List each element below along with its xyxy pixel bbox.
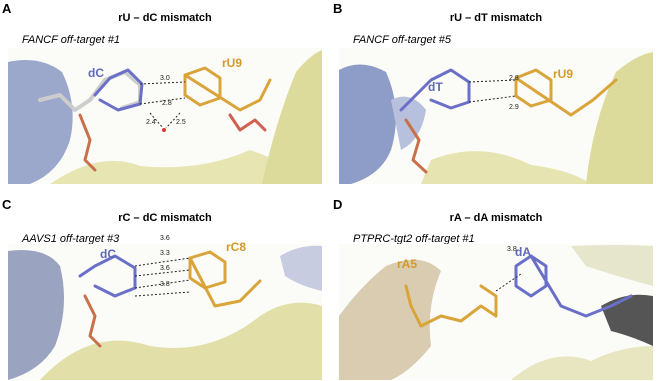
residue-label: dC: [100, 247, 116, 261]
panel-subtitle: FANCF off-target #1: [22, 34, 120, 46]
distance-label: 3.3: [160, 250, 170, 257]
residue-label: rU9: [553, 67, 573, 81]
residue-label: rU9: [222, 56, 242, 70]
panel-title: rA – dA mismatch: [450, 212, 543, 224]
panel-letter: B: [333, 1, 342, 16]
structure-image: [8, 244, 322, 380]
residue-label: dC: [88, 66, 104, 80]
distance-label: 2.5: [176, 119, 186, 126]
panel-subtitle: AAVS1 off-target #3: [21, 233, 120, 245]
residue-label: rC8: [226, 240, 246, 254]
distance-label: 2.4: [146, 119, 156, 126]
structure-image: [339, 48, 653, 184]
panel-subtitle: PTPRC-tgt2 off-target #1: [353, 233, 475, 245]
residue-label: dA: [515, 245, 531, 259]
distance-label: 3.8: [160, 281, 170, 288]
distance-label: 2.8: [509, 75, 519, 82]
panel-c: C rC – dC mismatch AAVS1 off-target #3 d…: [2, 197, 322, 380]
panel-title: rU – dC mismatch: [118, 12, 212, 24]
structure-image: [8, 48, 322, 184]
structure-image: [339, 244, 653, 380]
distance-label: 3.6: [160, 265, 170, 272]
panel-letter: A: [2, 1, 12, 16]
panel-b: B rU – dT mismatch FANCF off-target #5 d…: [333, 1, 653, 184]
distance-label: 2.8: [162, 100, 172, 107]
panel-title: rC – dC mismatch: [118, 212, 212, 224]
residue-label: rA5: [397, 257, 417, 271]
distance-label: 2.9: [509, 104, 519, 111]
panel-a: A rU – dC mismatch FANCF off-target #1 d…: [2, 1, 322, 184]
panel-title: rU – dT mismatch: [450, 12, 543, 24]
distance-label: 3.6: [160, 235, 170, 242]
distance-label: 3.0: [160, 75, 170, 82]
panel-letter: D: [333, 197, 342, 212]
distance-label: 3.8: [507, 246, 517, 253]
panel-letter: C: [2, 197, 12, 212]
panel-d: D rA – dA mismatch PTPRC-tgt2 off-target…: [333, 197, 653, 380]
panel-subtitle: FANCF off-target #5: [353, 34, 452, 46]
residue-label: dT: [428, 80, 443, 94]
